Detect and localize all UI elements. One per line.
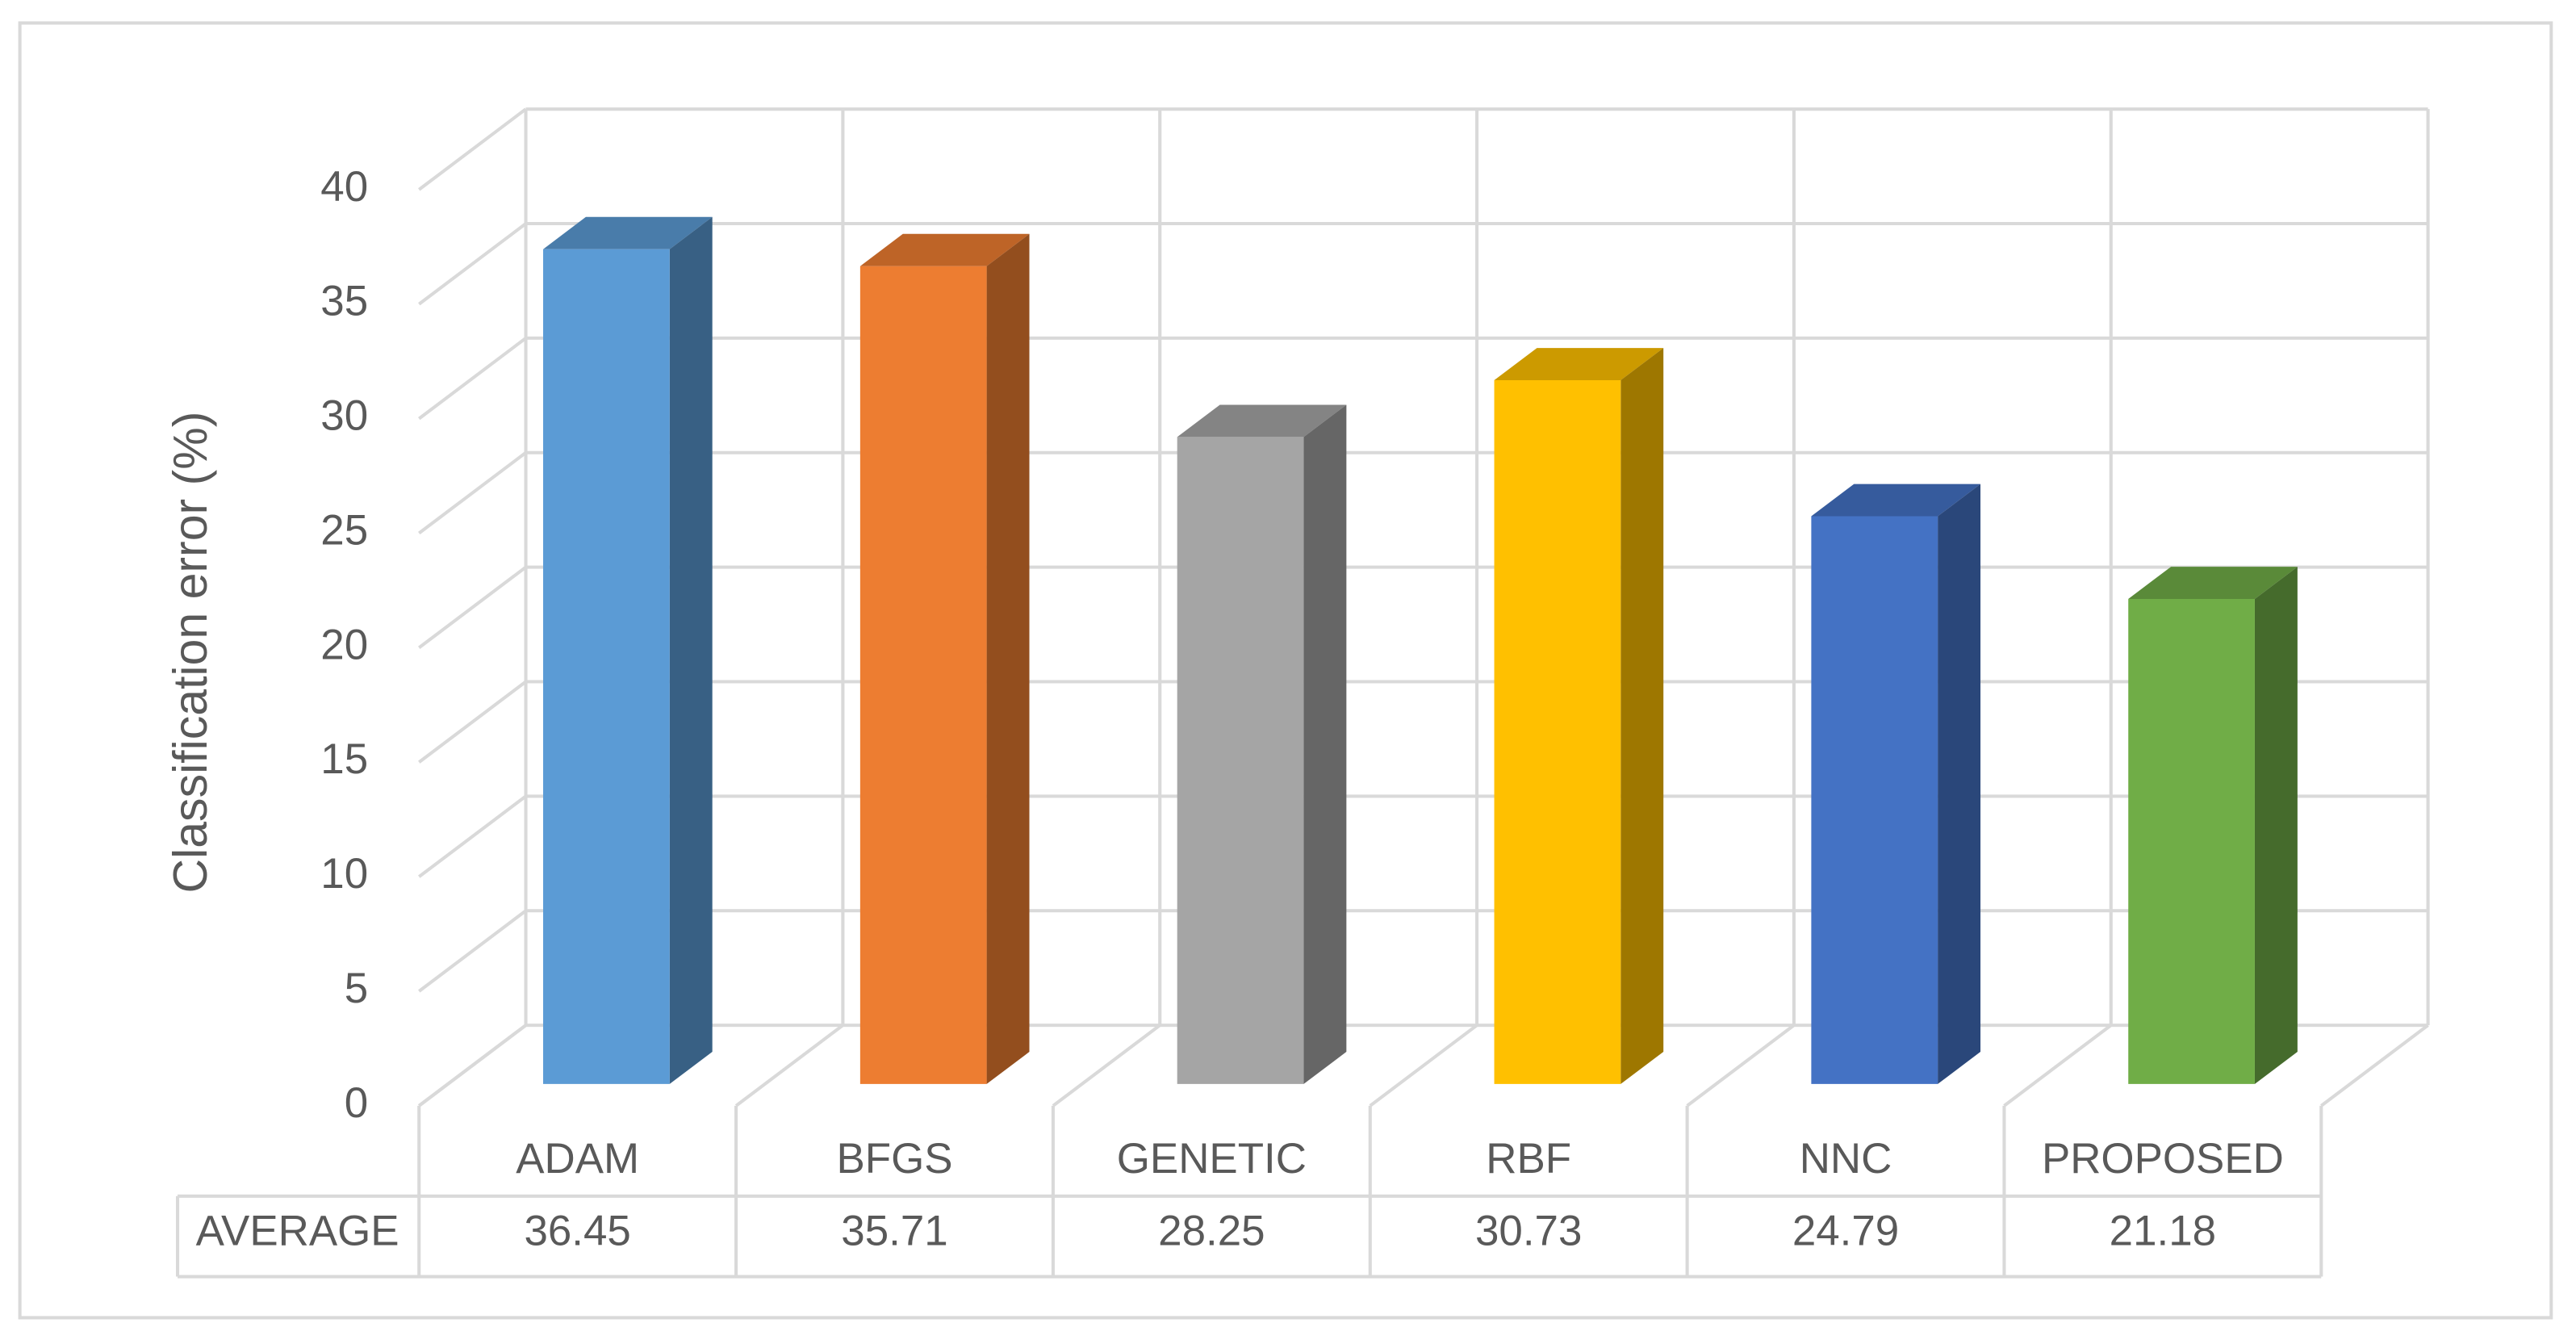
- y-tick-label: 40: [320, 163, 368, 211]
- grid-line: [418, 794, 527, 878]
- grid-line: [418, 107, 527, 191]
- bar-top: [2128, 567, 2298, 599]
- grid-line: [418, 222, 527, 306]
- y-tick-label: 25: [320, 506, 368, 554]
- grid-line: [418, 680, 527, 764]
- y-tick-label: 15: [320, 735, 368, 783]
- bar-side: [1938, 484, 1981, 1084]
- floor-line: [1369, 1024, 1478, 1107]
- floor-line: [1686, 1024, 1796, 1107]
- bar-side: [1303, 404, 1347, 1084]
- bar: [2128, 598, 2255, 1084]
- bar-side: [986, 233, 1030, 1084]
- y-tick-label: 30: [320, 392, 368, 440]
- y-tick-label: 20: [320, 621, 368, 668]
- data-table-value: 21.18: [2110, 1208, 2216, 1255]
- bar-top: [1811, 484, 1981, 517]
- bar-top: [859, 233, 1030, 266]
- bar-side: [2254, 567, 2298, 1084]
- data-table-value: 30.73: [1475, 1208, 1582, 1255]
- bar: [859, 266, 987, 1084]
- series-name: AVERAGE: [196, 1208, 399, 1255]
- floor-line: [734, 1024, 844, 1107]
- floor-line: [1052, 1024, 1161, 1107]
- x-tick-label: GENETIC: [1117, 1135, 1307, 1183]
- x-tick-label: BFGS: [836, 1135, 952, 1183]
- grid-line: [418, 1024, 527, 1107]
- grid-line: [418, 909, 527, 993]
- grid-line: [418, 566, 527, 650]
- y-axis-title: Classification error (%): [164, 412, 217, 894]
- grid-line: [418, 451, 527, 535]
- y-tick-label: 0: [345, 1079, 368, 1127]
- bar: [1494, 379, 1621, 1084]
- data-table-value: 36.45: [524, 1208, 630, 1255]
- floor-line: [2320, 1024, 2429, 1107]
- bar-top: [1177, 404, 1347, 438]
- x-tick-label: RBF: [1486, 1135, 1571, 1183]
- y-tick-label: 10: [320, 850, 368, 898]
- bar-top: [543, 216, 713, 249]
- grid-line: [418, 337, 527, 421]
- data-table-value: 35.71: [841, 1208, 947, 1255]
- y-tick-label: 5: [345, 965, 368, 1012]
- data-table-value: 24.79: [1792, 1208, 1899, 1255]
- bar: [1811, 516, 1938, 1084]
- bar: [543, 249, 670, 1084]
- y-tick-label: 35: [320, 278, 368, 325]
- bar-top: [1494, 348, 1664, 380]
- x-tick-label: NNC: [1800, 1135, 1892, 1183]
- data-table-value: 28.25: [1158, 1208, 1265, 1255]
- x-tick-label: ADAM: [516, 1135, 639, 1183]
- bar-side: [669, 216, 713, 1084]
- bar: [1177, 437, 1304, 1084]
- floor-line: [2003, 1024, 2112, 1107]
- x-tick-label: PROPOSED: [2042, 1135, 2284, 1183]
- bar-side: [1620, 348, 1664, 1084]
